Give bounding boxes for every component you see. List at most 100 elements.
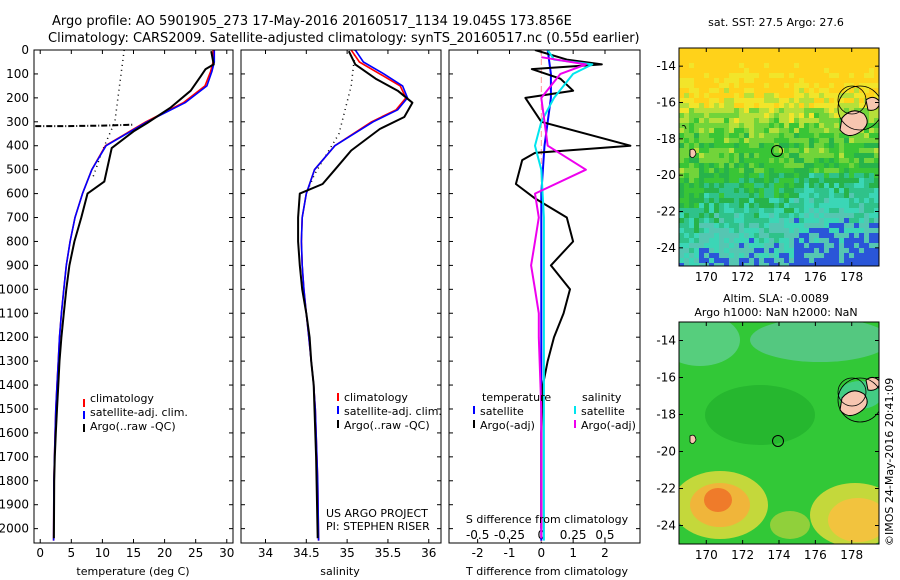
sst-cell (724, 218, 729, 223)
sst-cell (859, 238, 864, 243)
sst-cell (759, 63, 764, 68)
sst-cell (849, 238, 854, 243)
sst-cell (869, 163, 874, 168)
sst-cell (829, 58, 834, 63)
sst-cell (679, 193, 684, 198)
sst-cell (834, 118, 839, 123)
sst-cell (754, 148, 759, 153)
sst-cell (859, 88, 864, 93)
sst-cell (824, 238, 829, 243)
sst-cell (704, 188, 709, 193)
sst-cell (734, 63, 739, 68)
sst-cell (699, 143, 704, 148)
sst-cell (749, 228, 754, 233)
sst-cell (784, 203, 789, 208)
sst-cell (769, 178, 774, 183)
sst-cell (824, 188, 829, 193)
sst-cell (859, 48, 864, 53)
sst-cell (799, 263, 804, 266)
sst-cell (759, 198, 764, 203)
sla-map-title-line1: Altim. SLA: -0.0089 (723, 292, 829, 305)
sst-cell (774, 208, 779, 213)
sst-cell (779, 188, 784, 193)
sst-cell (709, 128, 714, 133)
sst-cell (794, 143, 799, 148)
sst-cell (764, 93, 769, 98)
sst-cell (864, 103, 869, 108)
sst-cell (839, 63, 844, 68)
sst-cell (729, 113, 734, 118)
sst-cell (759, 123, 764, 128)
sst-cell (819, 163, 824, 168)
sst-cell (814, 58, 819, 63)
sst-cell (774, 178, 779, 183)
sst-cell (689, 203, 694, 208)
sst-cell (779, 58, 784, 63)
sst-cell (744, 138, 749, 143)
sst-cell (809, 258, 814, 263)
sst-cell (849, 158, 854, 163)
sst-cell (849, 73, 854, 78)
sst-cell (774, 228, 779, 233)
map-y-tick-label: -20 (656, 168, 676, 182)
sst-cell (714, 208, 719, 213)
sst-cell (749, 203, 754, 208)
sst-cell (764, 128, 769, 133)
sst-cell (709, 53, 714, 58)
sst-cell (774, 138, 779, 143)
sst-cell (709, 83, 714, 88)
sst-cell (844, 63, 849, 68)
sst-cell (789, 173, 794, 178)
sst-cell (854, 63, 859, 68)
sst-cell (769, 173, 774, 178)
sst-cell (699, 68, 704, 73)
sst-cell (839, 193, 844, 198)
sst-cell (699, 133, 704, 138)
sst-cell (709, 143, 714, 148)
sst-cell (759, 208, 764, 213)
sst-cell (874, 158, 879, 163)
sst-cell (749, 183, 754, 188)
sst-cell (814, 128, 819, 133)
sst-cell (694, 103, 699, 108)
series-line-salinity-argo-adj- (530, 56, 587, 539)
sst-cell (719, 238, 724, 243)
sst-cell (784, 48, 789, 53)
sst-cell (694, 68, 699, 73)
sst-cell (844, 138, 849, 143)
sst-cell (864, 218, 869, 223)
sst-cell (864, 203, 869, 208)
sst-cell (719, 83, 724, 88)
sst-cell (829, 78, 834, 83)
sst-cell (794, 188, 799, 193)
sst-cell (869, 73, 874, 78)
sst-cell (829, 253, 834, 258)
sst-cell (689, 213, 694, 218)
sst-cell (729, 213, 734, 218)
salinity-plot-frame (240, 49, 442, 544)
sst-cell (684, 113, 689, 118)
sst-cell (779, 258, 784, 263)
sst-cell (814, 208, 819, 213)
sst-cell (689, 158, 694, 163)
sst-cell (724, 258, 729, 263)
sst-cell (779, 88, 784, 93)
sst-cell (759, 213, 764, 218)
sst-cell (739, 163, 744, 168)
sst-cell (759, 173, 764, 178)
sst-cell (819, 223, 824, 228)
sst-cell (749, 63, 754, 68)
sst-cell (739, 238, 744, 243)
sst-cell (734, 103, 739, 108)
sst-cell (869, 78, 874, 83)
sst-cell (844, 153, 849, 158)
sst-cell (834, 193, 839, 198)
sst-cell (814, 168, 819, 173)
sst-cell (829, 133, 834, 138)
sst-cell (739, 88, 744, 93)
sst-cell (744, 113, 749, 118)
sst-cell (864, 138, 869, 143)
depth-tick-label: 1100 (0, 306, 29, 320)
sst-cell (689, 218, 694, 223)
sst-cell (769, 243, 774, 248)
